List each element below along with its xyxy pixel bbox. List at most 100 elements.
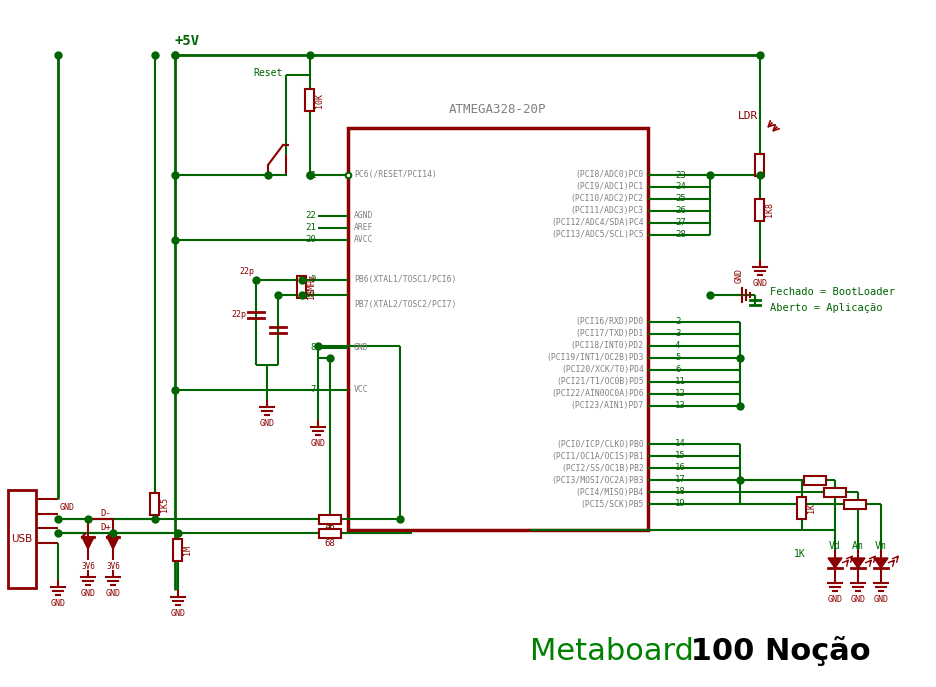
- Text: PC6(/RESET/PCI14): PC6(/RESET/PCI14): [354, 170, 436, 179]
- Text: Aberto = Aplicação: Aberto = Aplicação: [769, 303, 882, 313]
- Text: 22: 22: [305, 212, 315, 221]
- Text: 3V6: 3V6: [81, 562, 95, 571]
- Text: PB6(XTAL1/TOSC1/PCI6): PB6(XTAL1/TOSC1/PCI6): [354, 275, 456, 284]
- Text: VCC: VCC: [354, 385, 368, 394]
- Bar: [797, 497, 806, 519]
- Text: GND: GND: [872, 595, 887, 604]
- Text: 1M: 1M: [183, 545, 192, 555]
- Text: 10: 10: [305, 291, 315, 300]
- Text: 24: 24: [674, 183, 685, 192]
- Bar: [843, 499, 865, 508]
- Polygon shape: [873, 558, 887, 568]
- Bar: [8, 490, 36, 588]
- Text: 12: 12: [674, 390, 685, 398]
- Bar: [318, 528, 341, 537]
- Text: 21: 21: [305, 223, 315, 232]
- Text: GND: GND: [259, 419, 274, 428]
- Text: 7: 7: [311, 385, 315, 394]
- Text: (PCI8/ADC0)PC0: (PCI8/ADC0)PC0: [575, 170, 643, 179]
- Text: GND: GND: [826, 595, 841, 604]
- Text: +5V: +5V: [175, 34, 200, 48]
- Bar: [298, 276, 306, 298]
- Text: GND: GND: [850, 595, 865, 604]
- Text: AGND: AGND: [354, 212, 373, 221]
- Text: 3V6: 3V6: [106, 562, 120, 571]
- Text: 9: 9: [311, 275, 315, 284]
- Text: GND: GND: [106, 589, 121, 598]
- Text: GND: GND: [51, 599, 66, 608]
- Text: 20: 20: [305, 236, 315, 245]
- Text: (PCI13/ADC5/SCL)PC5: (PCI13/ADC5/SCL)PC5: [550, 231, 643, 240]
- Text: GND: GND: [170, 609, 185, 618]
- Text: (PCI1/OC1A/OC1S)PB1: (PCI1/OC1A/OC1S)PB1: [550, 451, 643, 460]
- Bar: [151, 493, 159, 515]
- Text: 68: 68: [324, 526, 335, 534]
- Bar: [173, 539, 183, 561]
- Bar: [754, 154, 764, 176]
- Text: 18: 18: [674, 488, 685, 497]
- Text: USB: USB: [11, 534, 33, 544]
- Text: AREF: AREF: [354, 223, 373, 232]
- Text: (PCI17/TXD)PD1: (PCI17/TXD)PD1: [575, 330, 643, 339]
- Text: D+: D+: [100, 523, 110, 532]
- Text: ATMEGA328-20P: ATMEGA328-20P: [448, 103, 547, 116]
- Text: D-: D-: [100, 508, 110, 517]
- Text: GND: GND: [354, 344, 368, 352]
- Text: 1K: 1K: [807, 503, 815, 513]
- Text: (PCI3/MOSI/OC2A)PB3: (PCI3/MOSI/OC2A)PB3: [550, 475, 643, 484]
- Text: 8: 8: [311, 344, 315, 352]
- Text: 1K5: 1K5: [160, 497, 169, 512]
- Text: 1K: 1K: [794, 549, 805, 559]
- Text: (PCI16/RXD)PD0: (PCI16/RXD)PD0: [575, 317, 643, 326]
- Text: GND: GND: [752, 279, 767, 288]
- Bar: [823, 488, 845, 497]
- Text: (PCI2/SS/OC1B)PB2: (PCI2/SS/OC1B)PB2: [561, 464, 643, 473]
- Text: (PCI5/SCK)PB5: (PCI5/SCK)PB5: [580, 499, 643, 508]
- Polygon shape: [827, 558, 841, 568]
- Text: 5: 5: [674, 354, 680, 363]
- Text: Reset: Reset: [253, 68, 283, 78]
- Text: 10K: 10K: [315, 93, 324, 107]
- Text: GND: GND: [734, 268, 742, 283]
- Bar: [803, 475, 826, 484]
- Text: 25: 25: [674, 194, 685, 203]
- Text: 16: 16: [674, 464, 685, 473]
- Text: Vm: Vm: [874, 541, 886, 551]
- Text: (PCI10/ADC2)PC2: (PCI10/ADC2)PC2: [570, 194, 643, 203]
- Text: 16MHz: 16MHz: [307, 275, 316, 300]
- Bar: [347, 128, 648, 530]
- Text: (PCI12/ADC4/SDA)PC4: (PCI12/ADC4/SDA)PC4: [550, 218, 643, 227]
- Text: 19: 19: [674, 499, 685, 508]
- Text: PB7(XTAL2/TOSC2/PCI7): PB7(XTAL2/TOSC2/PCI7): [354, 300, 456, 310]
- Text: GND: GND: [60, 504, 75, 513]
- Text: (PCI22/AIN0OC0A)PD6: (PCI22/AIN0OC0A)PD6: [550, 390, 643, 398]
- Text: 13: 13: [674, 401, 685, 411]
- Polygon shape: [107, 537, 119, 549]
- Text: (PCI9/ADC1)PC1: (PCI9/ADC1)PC1: [575, 183, 643, 192]
- Text: LDR: LDR: [737, 111, 757, 121]
- Text: (PCI23/AIN1)PD7: (PCI23/AIN1)PD7: [570, 401, 643, 411]
- Text: Fechado = BootLoader: Fechado = BootLoader: [769, 287, 894, 297]
- Text: Vd: Vd: [828, 541, 840, 551]
- Text: 28: 28: [674, 231, 685, 240]
- Text: 6: 6: [674, 365, 680, 374]
- Text: (PCI20/XCK/T0)PD4: (PCI20/XCK/T0)PD4: [561, 365, 643, 374]
- Text: 27: 27: [674, 218, 685, 227]
- Text: (PCI11/ADC3)PC3: (PCI11/ADC3)PC3: [570, 207, 643, 216]
- Text: 17: 17: [674, 475, 685, 484]
- Bar: [754, 199, 764, 221]
- Text: 11: 11: [674, 377, 685, 387]
- Text: 14: 14: [674, 440, 685, 449]
- Bar: [318, 515, 341, 523]
- Text: 4: 4: [674, 341, 680, 350]
- Text: 26: 26: [674, 207, 685, 216]
- Text: 15: 15: [674, 451, 685, 460]
- Text: 68: 68: [324, 539, 335, 548]
- Text: 1K8: 1K8: [765, 203, 774, 218]
- Text: 22p: 22p: [239, 267, 254, 276]
- Polygon shape: [850, 558, 864, 568]
- Text: 3: 3: [674, 330, 680, 339]
- Text: (PCI19/INT1/OC2B)PD3: (PCI19/INT1/OC2B)PD3: [546, 354, 643, 363]
- Text: Metaboard: Metaboard: [530, 636, 694, 666]
- Text: (PCI0/ICP/CLKO)PB0: (PCI0/ICP/CLKO)PB0: [556, 440, 643, 449]
